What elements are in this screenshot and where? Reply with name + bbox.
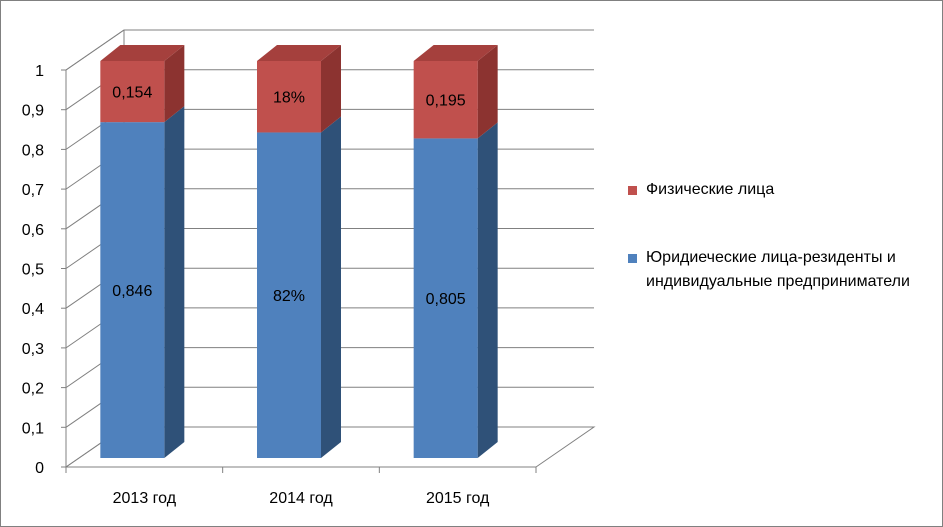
bar-top-2 (413, 45, 498, 61)
bar-side-legal-entities-2 (477, 122, 498, 458)
y-tick-label: 0,5 (22, 262, 44, 279)
data-label-legal-entities-2: 0,805 (426, 291, 466, 308)
legend-swatch-legal-entities (628, 254, 637, 263)
y-tick-label: 0,2 (22, 381, 44, 398)
y-tick-label: 1 (35, 63, 44, 80)
data-label-legal-entities-0: 0,846 (112, 283, 152, 300)
y-tick-label: 0,8 (22, 142, 44, 159)
bar-individuals-2 (413, 61, 478, 139)
x-category-label: 2014 год (269, 490, 333, 507)
y-tick-label: 0 (35, 460, 44, 477)
x-category-label: 2013 год (113, 490, 177, 507)
y-tick-label: 0,6 (22, 222, 44, 239)
bar-side-individuals-0 (164, 45, 185, 123)
axes (61, 69, 537, 473)
y-tick-label: 0,7 (22, 182, 44, 199)
y-axis-tick-labels: 0 0,1 0,2 0,3 0,4 0,5 0,6 0,7 0,8 0,9 1 (22, 63, 44, 477)
y-tick-label: 0,1 (22, 420, 44, 437)
bar-side-individuals-2 (477, 45, 498, 139)
bar-legal-entities-1 (257, 132, 321, 458)
data-label-individuals-1: 18% (273, 90, 305, 107)
bar-side-legal-entities-1 (321, 116, 341, 459)
bar-side-legal-entities-0 (164, 106, 185, 458)
bar-top-1 (257, 45, 341, 61)
bar-legal-entities-0 (100, 122, 165, 458)
data-label-individuals-2: 0,195 (426, 93, 466, 110)
y-tick-label: 0,9 (22, 103, 44, 120)
bar-individuals-0 (100, 61, 165, 123)
legend: Физические лица Юридиеческие лица-резиде… (628, 178, 933, 338)
y-tick-label: 0,4 (22, 301, 44, 318)
legend-item-legal-entities: Юридиеческие лица-резиденты и индивидуал… (628, 246, 933, 294)
data-label-legal-entities-1: 82% (273, 288, 305, 305)
bar-legal-entities-2 (413, 138, 478, 459)
legend-item-individuals: Физические лица (628, 178, 933, 202)
legend-swatch-individuals (628, 186, 637, 195)
data-label-individuals-0: 0,154 (112, 85, 152, 102)
bar-top-0 (100, 45, 185, 61)
legend-label-individuals: Физические лица (646, 181, 775, 198)
bar-side-individuals-1 (321, 45, 341, 133)
bar-individuals-1 (257, 61, 321, 133)
x-category-label: 2015 год (426, 490, 490, 507)
bars: 0,846 0,154 82% 18% 0,805 0,195 (100, 45, 498, 459)
legend-label-legal-entities: Юридиеческие лица-резиденты и индивидуал… (646, 249, 910, 290)
x-axis-category-labels: 2013 год 2014 год 2015 год (113, 490, 490, 507)
y-tick-label: 0,3 (22, 341, 44, 358)
gridline (65, 29, 594, 71)
